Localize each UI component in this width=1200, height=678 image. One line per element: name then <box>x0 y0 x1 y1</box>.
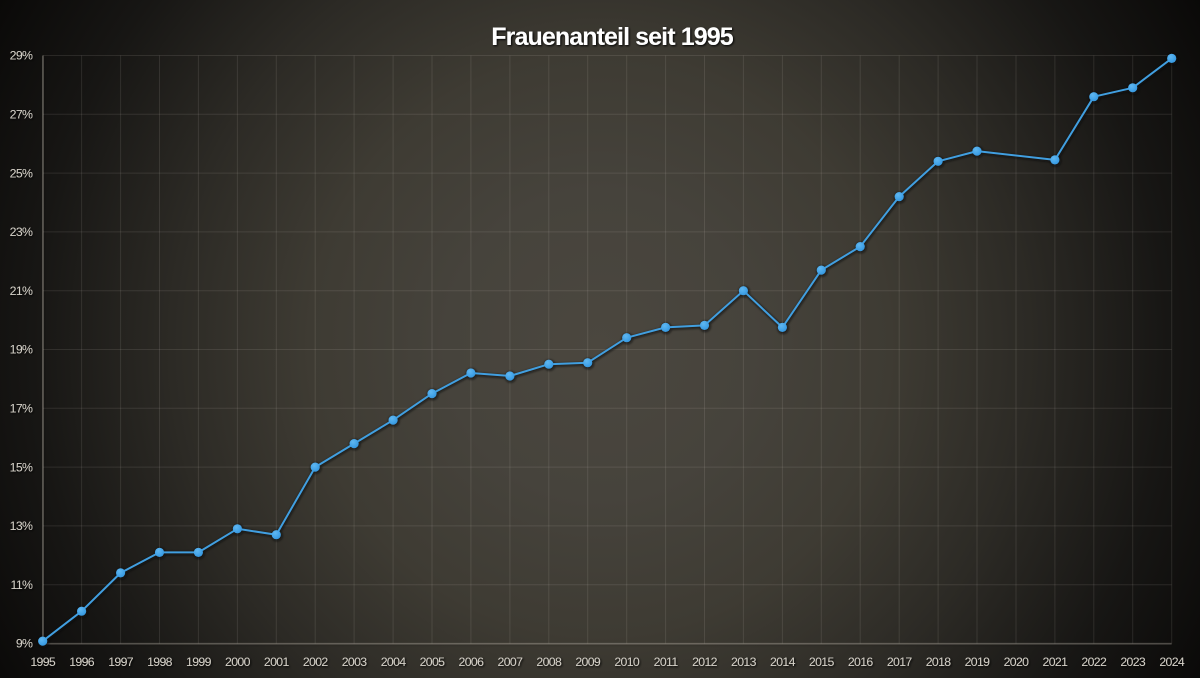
svg-text:2022: 2022 <box>1081 655 1107 669</box>
svg-text:2010: 2010 <box>614 655 640 669</box>
svg-text:1995: 1995 <box>30 655 56 669</box>
svg-text:2020: 2020 <box>1004 655 1030 669</box>
svg-text:2013: 2013 <box>731 655 757 669</box>
svg-text:2009: 2009 <box>575 655 601 669</box>
svg-text:29%: 29% <box>10 49 33 63</box>
svg-text:13%: 13% <box>10 519 33 533</box>
svg-text:2005: 2005 <box>420 655 446 669</box>
svg-text:2004: 2004 <box>381 655 407 669</box>
svg-text:1998: 1998 <box>147 655 173 669</box>
svg-text:2007: 2007 <box>498 655 524 669</box>
svg-text:2012: 2012 <box>692 655 718 669</box>
svg-text:2014: 2014 <box>770 655 796 669</box>
svg-text:2011: 2011 <box>654 655 679 669</box>
svg-text:2001: 2001 <box>264 655 290 669</box>
svg-text:25%: 25% <box>10 166 33 180</box>
svg-text:2003: 2003 <box>342 655 368 669</box>
svg-text:27%: 27% <box>10 108 33 122</box>
svg-text:2000: 2000 <box>225 655 251 669</box>
svg-text:11%: 11% <box>11 578 33 592</box>
svg-text:2021: 2021 <box>1043 655 1069 669</box>
svg-text:17%: 17% <box>10 402 33 416</box>
svg-text:2024: 2024 <box>1159 655 1185 669</box>
svg-text:2006: 2006 <box>459 655 485 669</box>
svg-text:1996: 1996 <box>69 655 95 669</box>
svg-text:23%: 23% <box>10 225 33 239</box>
svg-text:2018: 2018 <box>926 655 952 669</box>
svg-text:15%: 15% <box>10 460 33 474</box>
svg-text:2002: 2002 <box>303 655 329 669</box>
svg-text:1997: 1997 <box>108 655 134 669</box>
svg-text:1999: 1999 <box>186 655 212 669</box>
svg-text:Frauenanteil seit 1995: Frauenanteil seit 1995 <box>491 23 733 51</box>
svg-text:21%: 21% <box>10 284 33 298</box>
svg-text:2008: 2008 <box>536 655 562 669</box>
svg-text:19%: 19% <box>10 343 33 357</box>
svg-text:2019: 2019 <box>965 655 991 669</box>
svg-text:2017: 2017 <box>887 655 913 669</box>
svg-text:2016: 2016 <box>848 655 874 669</box>
svg-text:2015: 2015 <box>809 655 835 669</box>
svg-text:9%: 9% <box>16 637 33 651</box>
svg-text:2023: 2023 <box>1120 655 1146 669</box>
